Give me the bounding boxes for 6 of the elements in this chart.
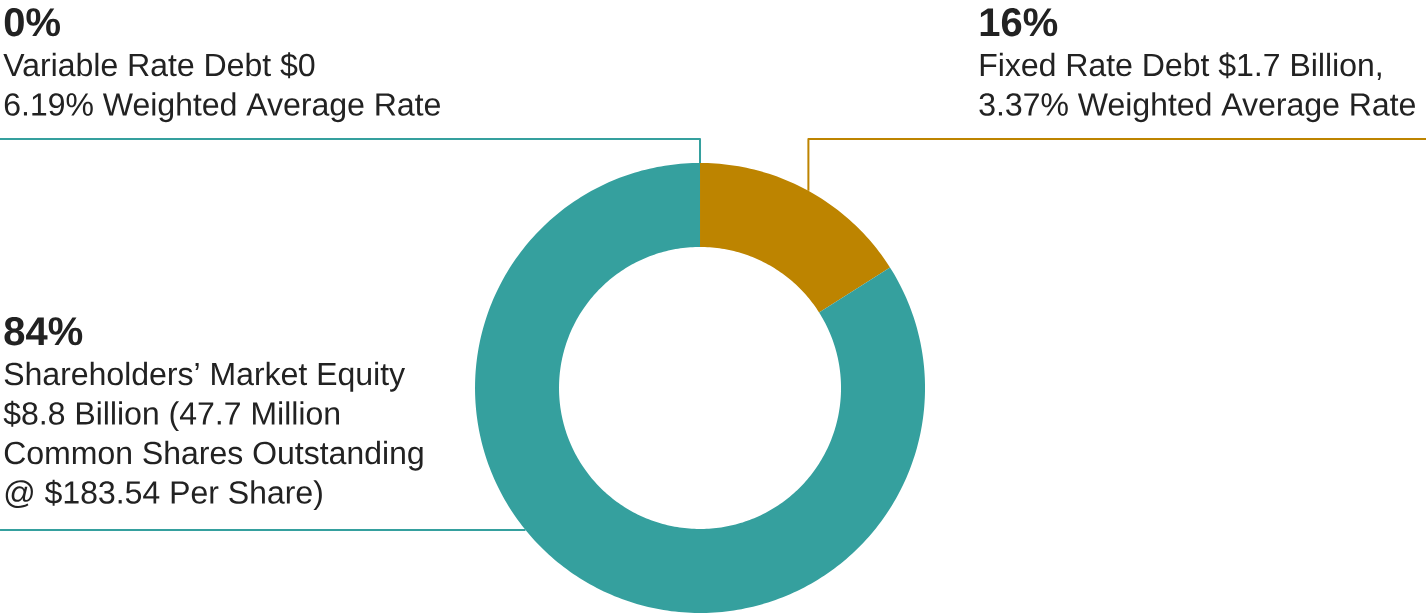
data-label: 16%: [980, 8, 1058, 37]
category-label: Variable Rate Debt $0 6.19% Weighted Average Rate: [3, 52, 440, 123]
slice-label: Fixed Rate Debt $1.7 Billion, 3.37% Weighted Average Rate: [979, 52, 1415, 123]
data-label: 84%: [4, 317, 83, 346]
text: 0%: [4, 8, 60, 37]
slice-label: Shareholders’ Market Equity $8.8 Billion (47.7 Million Common Shares Outstanding @ $183.54 Per Share): [3, 361, 423, 511]
